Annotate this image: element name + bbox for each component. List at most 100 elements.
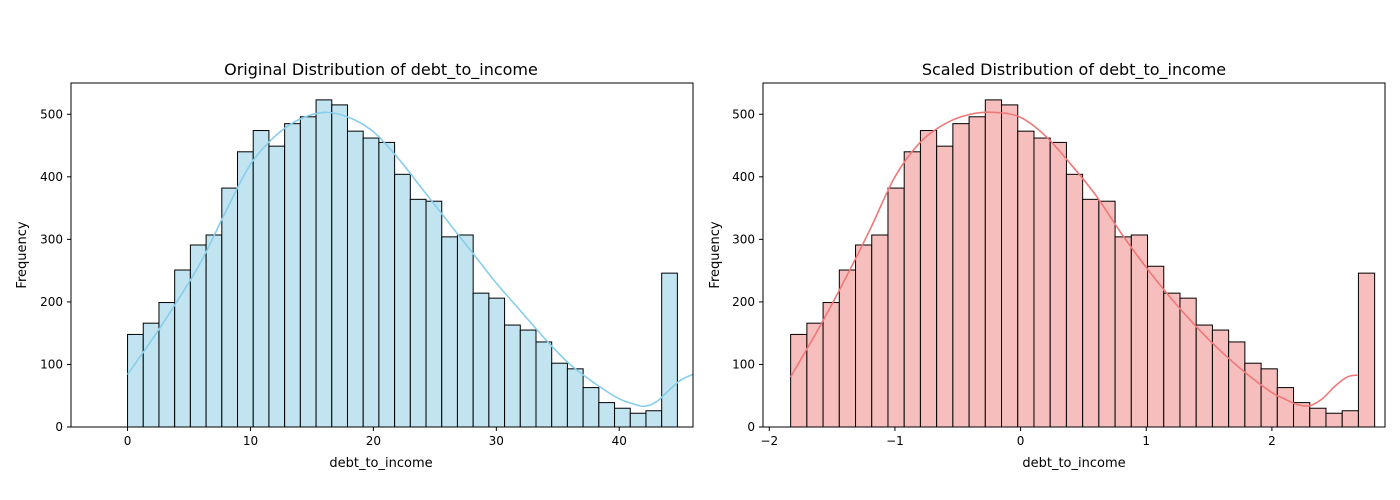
left-histogram-bar	[221, 187, 239, 428]
left-histogram-bar	[331, 104, 348, 428]
left-y-tick-label: 500	[40, 107, 63, 121]
left-histogram-bar	[189, 244, 207, 428]
right-histogram-bar	[1228, 341, 1246, 428]
left-histogram-bar	[456, 234, 474, 428]
left-histogram-bars	[127, 99, 678, 428]
left-histogram-bar	[535, 341, 553, 428]
right-x-tick-label: 2	[1268, 434, 1276, 448]
left-histogram-bar	[598, 402, 616, 428]
right-chart-title: Scaled Distribution of debt_to_income	[922, 60, 1226, 80]
left-histogram-bar	[142, 322, 160, 428]
left-histogram-bar	[158, 302, 176, 428]
right-y-tick-label: 200	[732, 295, 755, 309]
left-y-tick-label: 400	[40, 170, 63, 184]
right-y-tick-label: 500	[732, 107, 755, 121]
right-x-tick-label: 1	[1142, 434, 1150, 448]
left-histogram-bar	[441, 236, 458, 428]
right-histogram-bar	[1001, 104, 1019, 428]
left-histogram-bar	[519, 329, 537, 428]
right-histogram-bar	[1260, 368, 1278, 428]
left-histogram-bar	[504, 324, 521, 428]
left-histogram-bar	[127, 333, 144, 428]
right-histogram-bar	[855, 244, 873, 428]
right-x-tick-label: −2	[760, 434, 778, 448]
left-histogram-bar	[645, 410, 663, 428]
left-y-tick-label: 300	[40, 232, 63, 246]
right-histogram-bar	[1065, 173, 1084, 428]
right-histogram-bar	[1049, 141, 1067, 428]
left-y-tick-label: 0	[55, 420, 63, 434]
left-histogram-bar	[268, 145, 286, 428]
left-histogram-bar	[551, 362, 568, 428]
left-histogram-bar	[362, 137, 380, 428]
left-histogram-bar	[252, 130, 270, 428]
left-histogram-bar	[488, 297, 506, 428]
right-histogram-bars	[790, 99, 1376, 428]
right-histogram-bar	[838, 269, 857, 428]
left-histogram-bar	[582, 387, 600, 428]
left-histogram-bar	[409, 198, 427, 428]
right-histogram-bar	[1357, 272, 1376, 428]
right-histogram-bar	[1147, 265, 1165, 428]
left-x-tick-label: 0	[124, 434, 132, 448]
left-x-tick-label: 30	[489, 434, 504, 448]
right-histogram-panel: Scaled Distribution of debt_to_income −2…	[708, 60, 1386, 471]
left-chart-title: Original Distribution of debt_to_income	[224, 60, 538, 80]
right-histogram-bar	[1276, 387, 1295, 428]
right-histogram-bar	[968, 116, 986, 428]
right-x-axis-label: debt_to_income	[1022, 456, 1125, 471]
left-x-axis-ticks: 0 10 20 30 40	[124, 427, 627, 448]
right-histogram-bar	[1082, 198, 1100, 428]
right-histogram-bar	[952, 123, 970, 428]
right-axes-frame	[762, 82, 1386, 428]
right-histogram-bar	[936, 145, 954, 428]
right-y-axis-ticks: 0 100 200 300 400 500	[732, 107, 763, 434]
right-histogram-bar	[903, 151, 921, 428]
right-histogram-bar	[806, 322, 824, 428]
right-y-axis-label: Frequency	[708, 221, 723, 288]
right-y-tick-label: 400	[732, 170, 755, 184]
right-histogram-bar	[1325, 412, 1343, 428]
left-axes-frame	[70, 82, 694, 428]
left-histogram-bar	[566, 368, 584, 428]
right-x-tick-label: 0	[1017, 434, 1025, 448]
right-histogram-bar	[887, 187, 905, 428]
left-histogram-bar	[237, 151, 254, 428]
left-histogram-bar	[284, 123, 301, 428]
right-histogram-bar	[871, 234, 889, 428]
right-histogram-bar	[790, 333, 808, 428]
right-histogram-bar	[1244, 362, 1262, 428]
right-y-tick-label: 300	[732, 232, 755, 246]
right-y-tick-label: 100	[732, 357, 755, 371]
left-histogram-bar	[394, 173, 411, 428]
right-histogram-bar	[1098, 200, 1116, 428]
right-histogram-bar	[919, 130, 938, 428]
left-y-axis-ticks: 0 100 200 300 400 500	[40, 107, 71, 434]
right-y-tick-label: 0	[747, 420, 755, 434]
right-histogram-bar	[1017, 130, 1035, 428]
left-histogram-bar	[299, 116, 317, 428]
left-x-tick-label: 10	[243, 434, 258, 448]
left-y-tick-label: 200	[40, 295, 63, 309]
right-histogram-bar	[1033, 137, 1051, 428]
left-histogram-bar	[472, 292, 490, 428]
left-x-axis-label: debt_to_income	[329, 456, 432, 471]
right-x-axis-ticks: −2 −1 0 1 2	[760, 427, 1276, 448]
left-histogram-panel: Original Distribution of debt_to_income …	[15, 60, 694, 471]
right-histogram-bar	[1341, 410, 1359, 428]
right-histogram-bar	[1309, 407, 1327, 428]
left-histogram-bar	[346, 130, 364, 428]
left-kde-curve	[126, 111, 694, 408]
right-histogram-bar	[1130, 234, 1149, 428]
right-histogram-bar	[984, 99, 1003, 428]
right-histogram-bar	[822, 302, 840, 428]
left-histogram-bar	[425, 200, 443, 428]
left-histogram-bar	[661, 272, 678, 428]
left-y-axis-label: Frequency	[15, 221, 30, 288]
left-x-tick-label: 20	[366, 434, 381, 448]
left-x-tick-label: 40	[612, 434, 627, 448]
left-histogram-bar	[614, 407, 631, 428]
right-x-tick-label: −1	[886, 434, 904, 448]
left-histogram-bar	[315, 99, 333, 428]
